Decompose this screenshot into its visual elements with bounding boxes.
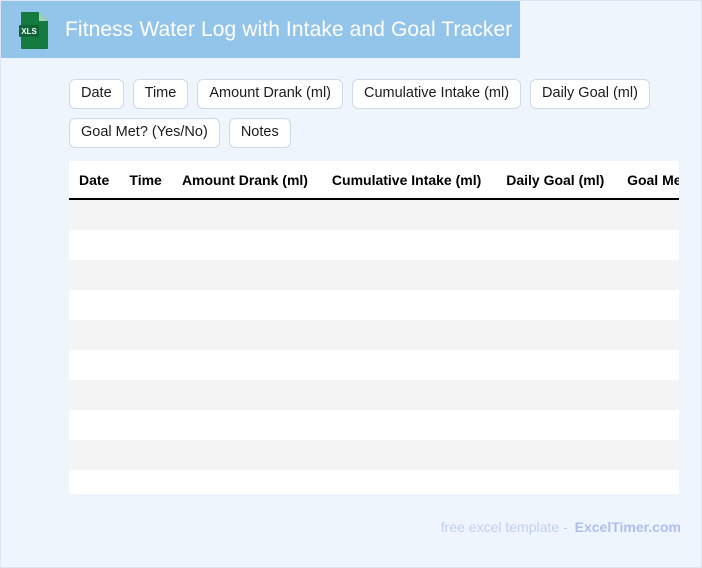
table-row[interactable] xyxy=(69,230,679,260)
table-cell[interactable] xyxy=(69,410,121,440)
column-tag-date[interactable]: Date xyxy=(69,79,124,109)
table-cell[interactable] xyxy=(120,230,173,260)
table-cell[interactable] xyxy=(172,199,323,230)
footer-prefix-text: free excel template - xyxy=(440,519,568,535)
table-cell[interactable] xyxy=(497,199,619,230)
table-row[interactable] xyxy=(69,410,679,440)
table-cell[interactable] xyxy=(322,470,498,494)
table-cell[interactable] xyxy=(322,410,498,440)
table-cell[interactable] xyxy=(322,290,498,320)
table-cell[interactable] xyxy=(322,260,498,290)
table-cell[interactable] xyxy=(322,230,498,260)
table-cell[interactable] xyxy=(120,380,173,410)
table-row[interactable] xyxy=(69,380,679,410)
table-cell[interactable] xyxy=(497,320,619,350)
table-cell[interactable] xyxy=(618,320,679,350)
table-cell[interactable] xyxy=(172,230,323,260)
table-cell[interactable] xyxy=(322,350,498,380)
table-cell[interactable] xyxy=(69,230,121,260)
table-cell[interactable] xyxy=(172,470,323,494)
table-cell[interactable] xyxy=(172,440,323,470)
table-cell[interactable] xyxy=(322,199,498,230)
data-table-container: Date Time Amount Drank (ml) Cumulative I… xyxy=(69,161,679,494)
column-header-time[interactable]: Time xyxy=(120,161,173,200)
table-cell[interactable] xyxy=(497,290,619,320)
table-cell[interactable] xyxy=(69,290,121,320)
column-header-amount-drank[interactable]: Amount Drank (ml) xyxy=(172,161,323,200)
table-cell[interactable] xyxy=(120,260,173,290)
column-tag-cumulative-intake[interactable]: Cumulative Intake (ml) xyxy=(352,79,522,109)
table-cell[interactable] xyxy=(497,230,619,260)
table-cell[interactable] xyxy=(618,290,679,320)
table-cell[interactable] xyxy=(120,290,173,320)
table-cell[interactable] xyxy=(618,199,679,230)
table-cell[interactable] xyxy=(172,410,323,440)
table-cell[interactable] xyxy=(172,380,323,410)
table-cell[interactable] xyxy=(172,290,323,320)
table-cell[interactable] xyxy=(618,410,679,440)
table-cell[interactable] xyxy=(618,350,679,380)
table-cell[interactable] xyxy=(120,350,173,380)
table-cell[interactable] xyxy=(120,199,173,230)
column-tag-time[interactable]: Time xyxy=(132,79,189,109)
column-tag-amount-drank[interactable]: Amount Drank (ml) xyxy=(197,79,343,109)
table-cell[interactable] xyxy=(497,470,619,494)
table-row[interactable] xyxy=(69,260,679,290)
table-cell[interactable] xyxy=(497,380,619,410)
table-cell[interactable] xyxy=(322,440,498,470)
table-row[interactable] xyxy=(69,320,679,350)
table-cell[interactable] xyxy=(120,320,173,350)
table-cell[interactable] xyxy=(497,440,619,470)
table-cell[interactable] xyxy=(618,230,679,260)
table-cell[interactable] xyxy=(497,350,619,380)
table-cell[interactable] xyxy=(618,470,679,494)
table-cell[interactable] xyxy=(497,410,619,440)
column-tag-notes[interactable]: Notes xyxy=(228,118,291,148)
table-row[interactable] xyxy=(69,440,679,470)
table-cell[interactable] xyxy=(69,440,121,470)
data-table: Date Time Amount Drank (ml) Cumulative I… xyxy=(69,161,679,494)
table-cell[interactable] xyxy=(120,410,173,440)
page-title: Fitness Water Log with Intake and Goal T… xyxy=(65,17,513,41)
footer: free excel template - ExcelTimer.com xyxy=(441,519,681,535)
column-header-cumulative-intake[interactable]: Cumulative Intake (ml) xyxy=(322,161,498,200)
table-cell[interactable] xyxy=(322,320,498,350)
svg-text:XLS: XLS xyxy=(21,27,37,36)
column-tag-daily-goal[interactable]: Daily Goal (ml) xyxy=(530,79,650,109)
table-cell[interactable] xyxy=(69,380,121,410)
table-row[interactable] xyxy=(69,470,679,494)
table-cell[interactable] xyxy=(69,350,121,380)
table-row[interactable] xyxy=(69,199,679,230)
table-cell[interactable] xyxy=(69,199,121,230)
table-row[interactable] xyxy=(69,350,679,380)
table-cell[interactable] xyxy=(120,440,173,470)
table-cell[interactable] xyxy=(322,380,498,410)
table-cell[interactable] xyxy=(69,470,121,494)
table-cell[interactable] xyxy=(69,260,121,290)
table-cell[interactable] xyxy=(172,350,323,380)
column-header-goal-met[interactable]: Goal Met? (Yes/No) xyxy=(618,161,679,200)
table-header-row: Date Time Amount Drank (ml) Cumulative I… xyxy=(69,161,679,200)
table-cell[interactable] xyxy=(172,260,323,290)
column-tag-list: Date Time Amount Drank (ml) Cumulative I… xyxy=(69,79,669,148)
table-cell[interactable] xyxy=(120,470,173,494)
table-cell[interactable] xyxy=(497,260,619,290)
table-cell[interactable] xyxy=(618,380,679,410)
table-cell[interactable] xyxy=(172,320,323,350)
table-cell[interactable] xyxy=(618,440,679,470)
table-body xyxy=(69,199,679,494)
header-banner: XLS Fitness Water Log with Intake and Go… xyxy=(1,1,520,58)
footer-brand-link[interactable]: ExcelTimer.com xyxy=(574,519,681,535)
table-cell[interactable] xyxy=(69,320,121,350)
table-cell[interactable] xyxy=(618,260,679,290)
xls-file-icon: XLS xyxy=(19,11,51,49)
column-header-date[interactable]: Date xyxy=(69,161,121,200)
table-header: Date Time Amount Drank (ml) Cumulative I… xyxy=(69,161,679,200)
column-header-daily-goal[interactable]: Daily Goal (ml) xyxy=(497,161,619,200)
column-tag-goal-met[interactable]: Goal Met? (Yes/No) xyxy=(69,118,220,148)
table-row[interactable] xyxy=(69,290,679,320)
